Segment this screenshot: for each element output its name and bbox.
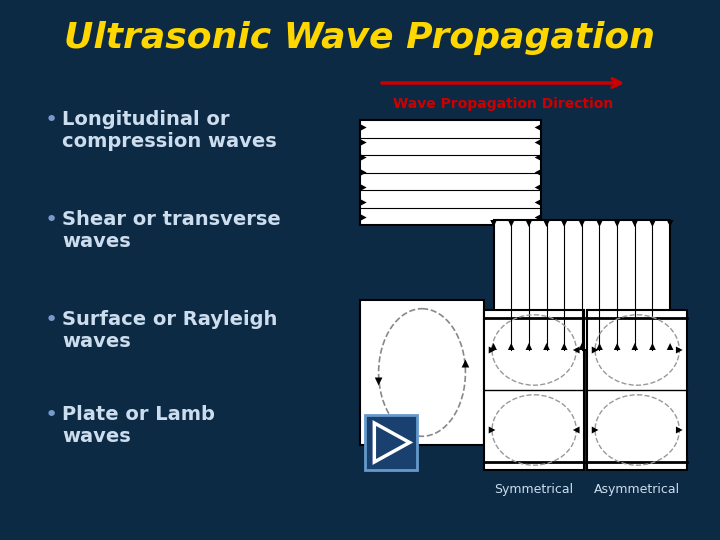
Bar — [360, 120, 541, 225]
Polygon shape — [667, 343, 673, 350]
Text: Asymmetrical: Asymmetrical — [594, 483, 680, 496]
Polygon shape — [631, 343, 638, 350]
Polygon shape — [360, 214, 366, 221]
Bar — [365, 415, 418, 470]
Polygon shape — [592, 347, 598, 354]
Polygon shape — [592, 427, 598, 434]
Polygon shape — [360, 154, 366, 161]
Text: •: • — [45, 110, 58, 130]
Bar — [587, 310, 688, 470]
Polygon shape — [535, 214, 541, 221]
Polygon shape — [649, 220, 656, 227]
Polygon shape — [489, 347, 495, 354]
Polygon shape — [360, 169, 366, 176]
Polygon shape — [573, 347, 580, 354]
Polygon shape — [561, 220, 567, 227]
Polygon shape — [489, 427, 495, 434]
Polygon shape — [462, 360, 469, 368]
Polygon shape — [535, 184, 541, 191]
Polygon shape — [360, 139, 366, 146]
Polygon shape — [535, 169, 541, 176]
Polygon shape — [578, 220, 585, 227]
Text: Longitudinal or
compression waves: Longitudinal or compression waves — [63, 110, 277, 151]
Polygon shape — [535, 139, 541, 146]
Bar — [494, 220, 670, 350]
Text: •: • — [45, 405, 58, 425]
Polygon shape — [535, 199, 541, 206]
Text: Ultrasonic Wave Propagation: Ultrasonic Wave Propagation — [65, 21, 655, 55]
Polygon shape — [360, 124, 366, 131]
Text: Wave Propagation Direction: Wave Propagation Direction — [393, 97, 613, 111]
Text: Plate or Lamb
waves: Plate or Lamb waves — [63, 405, 215, 446]
Polygon shape — [561, 343, 567, 350]
Polygon shape — [614, 343, 621, 350]
Polygon shape — [543, 220, 550, 227]
Polygon shape — [508, 220, 515, 227]
Polygon shape — [573, 427, 580, 434]
Polygon shape — [490, 220, 497, 227]
Polygon shape — [676, 427, 683, 434]
Text: Surface or Rayleigh
waves: Surface or Rayleigh waves — [63, 310, 278, 351]
Polygon shape — [360, 184, 366, 191]
Polygon shape — [614, 220, 621, 227]
Polygon shape — [535, 124, 541, 131]
Polygon shape — [535, 154, 541, 161]
Polygon shape — [543, 343, 550, 350]
Polygon shape — [631, 220, 638, 227]
Polygon shape — [360, 199, 366, 206]
Text: •: • — [45, 310, 58, 330]
Polygon shape — [375, 377, 382, 386]
Bar — [484, 310, 584, 470]
Bar — [360, 300, 484, 445]
Text: •: • — [45, 210, 58, 230]
Polygon shape — [526, 220, 532, 227]
Text: Symmetrical: Symmetrical — [495, 483, 574, 496]
Polygon shape — [596, 220, 603, 227]
Polygon shape — [578, 343, 585, 350]
Polygon shape — [508, 343, 515, 350]
Polygon shape — [490, 343, 497, 350]
Polygon shape — [596, 343, 603, 350]
Polygon shape — [649, 343, 656, 350]
Polygon shape — [667, 220, 673, 227]
Polygon shape — [526, 343, 532, 350]
Text: Shear or transverse
waves: Shear or transverse waves — [63, 210, 281, 251]
Polygon shape — [676, 347, 683, 354]
